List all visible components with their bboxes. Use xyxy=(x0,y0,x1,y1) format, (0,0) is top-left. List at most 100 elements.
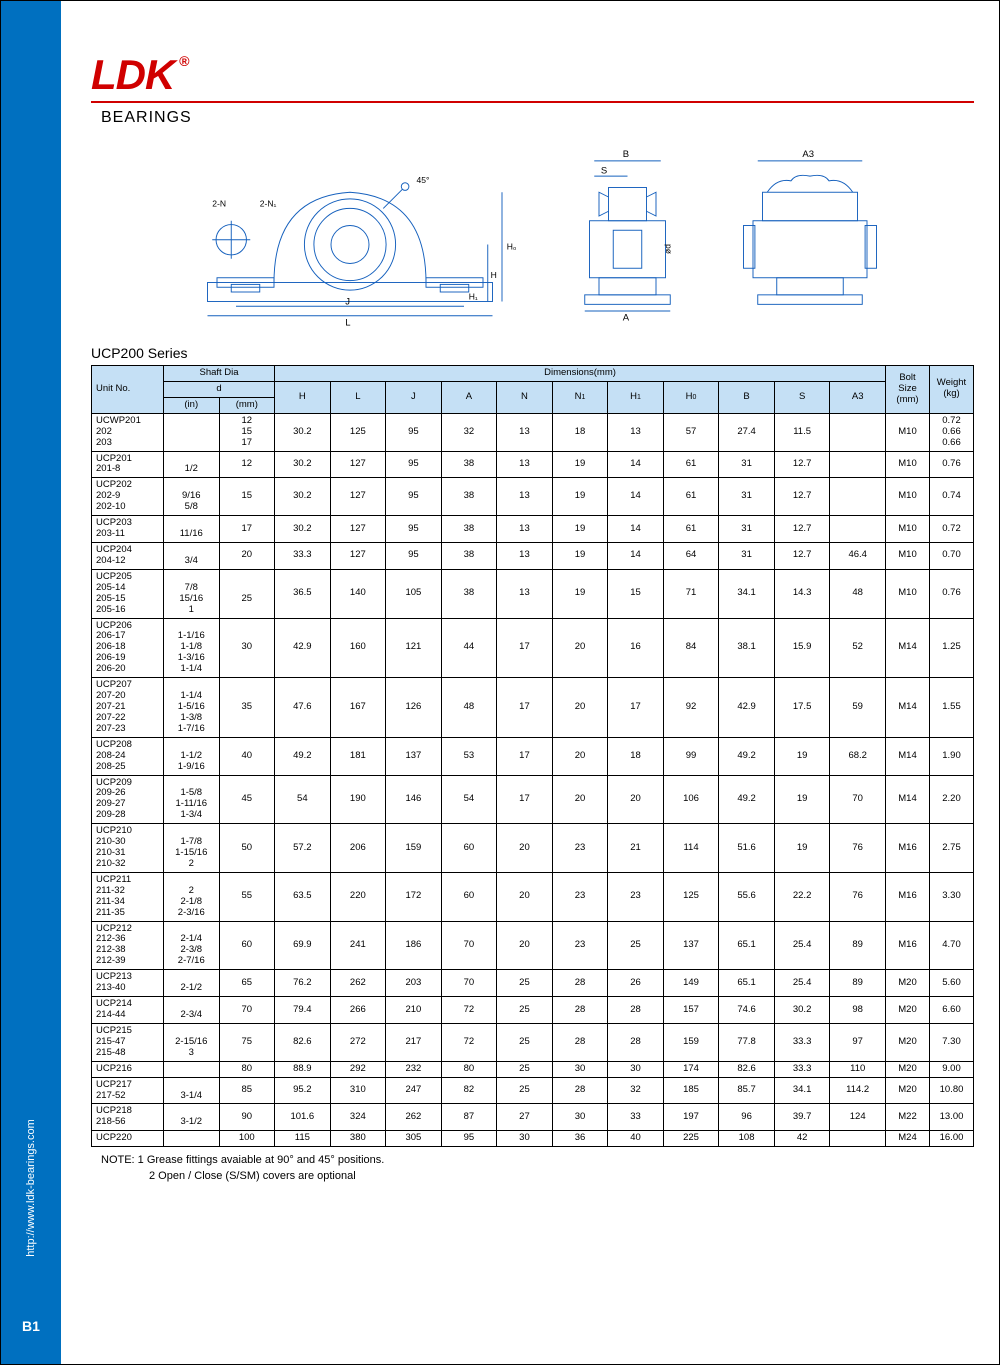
table-cell: UCP215 215-47 215-48 xyxy=(92,1023,164,1061)
table-cell: 42 xyxy=(774,1131,830,1147)
table-cell: 2.20 xyxy=(930,775,974,824)
table-cell: 85 xyxy=(219,1077,275,1104)
table-cell: 14 xyxy=(608,478,664,516)
table-cell: 20 xyxy=(497,921,553,970)
table-cell: 38 xyxy=(441,542,497,569)
table-cell: 160 xyxy=(330,618,386,678)
table-cell: 82.6 xyxy=(275,1023,331,1061)
table-cell: 197 xyxy=(663,1104,719,1131)
table-row: UCP218 218-56 3-1/290101.632426287273033… xyxy=(92,1104,974,1131)
table-cell xyxy=(830,413,886,451)
table-cell: 1.90 xyxy=(930,737,974,775)
table-cell: 2-3/4 xyxy=(164,997,220,1024)
table-cell: 247 xyxy=(386,1077,442,1104)
table-row: UCP212 212-36 212-38 212-39 2-1/4 2-3/8 … xyxy=(92,921,974,970)
brand-text: LDK xyxy=(91,51,174,98)
table-cell: 114.2 xyxy=(830,1077,886,1104)
table-row: UCP2168088.92922328025303017482.633.3110… xyxy=(92,1061,974,1077)
table-cell: 38 xyxy=(441,478,497,516)
table-row: UCP201 201-8 1/21230.2127953813191461311… xyxy=(92,451,974,478)
table-cell: 4.70 xyxy=(930,921,974,970)
table-cell: 241 xyxy=(330,921,386,970)
table-cell: 20 xyxy=(552,737,608,775)
th-N: N xyxy=(497,381,553,413)
table-cell: 17.5 xyxy=(774,678,830,738)
table-cell: 96 xyxy=(719,1104,775,1131)
table-cell: M10 xyxy=(886,478,930,516)
table-cell: 28 xyxy=(552,997,608,1024)
table-cell: 14 xyxy=(608,451,664,478)
table-cell: 90 xyxy=(219,1104,275,1131)
table-cell: 48 xyxy=(830,569,886,618)
table-cell: 95 xyxy=(386,478,442,516)
svg-text:B: B xyxy=(623,149,629,160)
svg-text:H₀: H₀ xyxy=(507,241,517,251)
table-cell: 30 xyxy=(219,618,275,678)
table-row: UCP215 215-47 215-48 2-15/16 37582.62722… xyxy=(92,1023,974,1061)
table-body: UCWP201 202 20312 15 1730.21259532131813… xyxy=(92,413,974,1146)
table-cell: 2-1/2 xyxy=(164,970,220,997)
table-cell: 65.1 xyxy=(719,921,775,970)
table-cell: 99 xyxy=(663,737,719,775)
table-cell: UCP206 206-17 206-18 206-19 206-20 xyxy=(92,618,164,678)
table-cell: 11/16 xyxy=(164,516,220,543)
table-cell: M10 xyxy=(886,542,930,569)
table-cell: 74.6 xyxy=(719,997,775,1024)
table-cell: 1-7/8 1-15/16 2 xyxy=(164,824,220,873)
table-cell: 30.2 xyxy=(275,478,331,516)
table-cell: 82.6 xyxy=(719,1061,775,1077)
sidebar-url: http://www.ldk-bearings.com xyxy=(25,1119,37,1257)
table-cell: 30.2 xyxy=(275,516,331,543)
table-header: Unit No. Shaft Dia Dimensions(mm) Bolt S… xyxy=(92,366,974,414)
th-B: B xyxy=(719,381,775,413)
table-cell: 19 xyxy=(552,451,608,478)
table-cell: M20 xyxy=(886,997,930,1024)
table-cell: 16 xyxy=(608,618,664,678)
table-row: UCP202 202-9 202-10 9/16 5/81530.2127953… xyxy=(92,478,974,516)
table-cell: 23 xyxy=(552,872,608,921)
table-cell: 89 xyxy=(830,921,886,970)
table-cell: 127 xyxy=(330,478,386,516)
table-cell: M14 xyxy=(886,618,930,678)
table-cell: 19 xyxy=(774,737,830,775)
table-row: UCP210 210-30 210-31 210-32 1-7/8 1-15/1… xyxy=(92,824,974,873)
table-cell xyxy=(830,451,886,478)
table-cell: 380 xyxy=(330,1131,386,1147)
table-cell: 108 xyxy=(719,1131,775,1147)
table-cell: M20 xyxy=(886,1061,930,1077)
th-S: S xyxy=(774,381,830,413)
table-cell xyxy=(164,413,220,451)
th-shaft: Shaft Dia xyxy=(164,366,275,382)
brand-logo: LDK® xyxy=(91,51,174,99)
table-cell: 127 xyxy=(330,451,386,478)
table-cell: 14 xyxy=(608,516,664,543)
table-cell: 172 xyxy=(386,872,442,921)
table-cell: 84 xyxy=(663,618,719,678)
table-cell: UCP207 207-20 207-21 207-22 207-23 xyxy=(92,678,164,738)
table-cell: 40 xyxy=(608,1131,664,1147)
table-cell: 60 xyxy=(219,921,275,970)
spec-table: Unit No. Shaft Dia Dimensions(mm) Bolt S… xyxy=(91,365,974,1147)
table-row: UCP2201001153803059530364022510842M2416.… xyxy=(92,1131,974,1147)
table-cell: 30.2 xyxy=(275,413,331,451)
th-N1: N1 xyxy=(552,381,608,413)
table-cell: 33 xyxy=(608,1104,664,1131)
svg-text:2-N₁: 2-N₁ xyxy=(260,199,277,209)
table-cell: 25 xyxy=(219,569,275,618)
table-cell: 206 xyxy=(330,824,386,873)
table-cell: 30.2 xyxy=(774,997,830,1024)
table-cell: 167 xyxy=(330,678,386,738)
table-cell: 48 xyxy=(441,678,497,738)
table-cell: UCP216 xyxy=(92,1061,164,1077)
table-cell: 3.30 xyxy=(930,872,974,921)
table-cell: 137 xyxy=(663,921,719,970)
table-cell xyxy=(164,1061,220,1077)
table-cell: 69.9 xyxy=(275,921,331,970)
table-cell: UCP210 210-30 210-31 210-32 xyxy=(92,824,164,873)
th-J: J xyxy=(386,381,442,413)
table-cell: 17 xyxy=(497,618,553,678)
table-cell: 25 xyxy=(497,1077,553,1104)
table-cell: 34.1 xyxy=(774,1077,830,1104)
page-number: B1 xyxy=(22,1318,40,1334)
table-cell: 65 xyxy=(219,970,275,997)
